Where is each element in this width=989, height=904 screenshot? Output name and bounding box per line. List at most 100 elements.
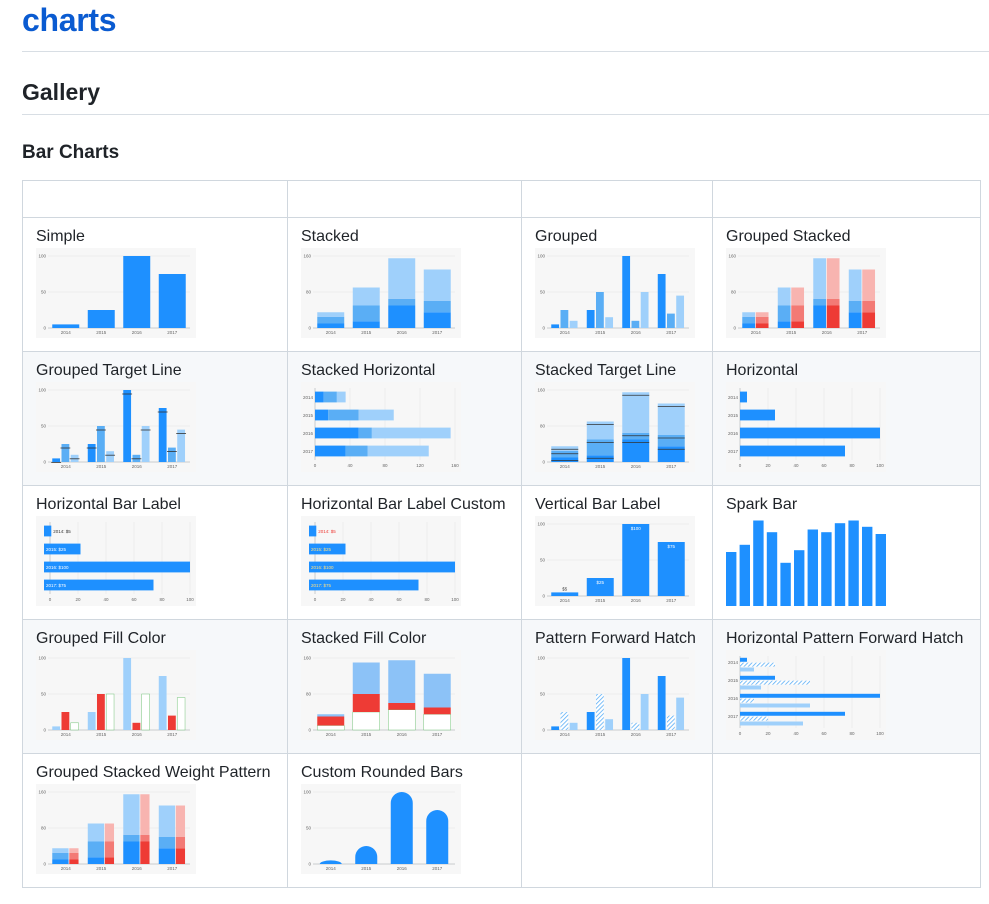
bar-segment	[622, 439, 650, 462]
cell-stacked: Stacked 0 80 160 2014 2015 2016 2017	[287, 217, 522, 352]
year-label: 2016	[728, 696, 739, 701]
year-label: 2014	[61, 330, 72, 335]
rounded-bar	[319, 860, 342, 864]
bar-segment	[158, 837, 176, 849]
chart-background	[36, 516, 196, 606]
year-label: 2016	[631, 464, 642, 469]
bar	[740, 427, 880, 439]
year-label: 2016	[631, 732, 642, 737]
horizontal-pattern-forward-hatch-chart-thumbnail[interactable]: 0 20 40 60 80 100 2014 2015 2016 2017	[726, 650, 886, 740]
site-title[interactable]: charts	[22, 2, 117, 38]
bar-segment	[104, 857, 115, 864]
tick-label: 80	[382, 463, 388, 468]
stacked-horizontal-chart-thumbnail[interactable]: 0 40 80 120 160 2014 2015 2016 2017	[301, 382, 461, 472]
bar-segment	[388, 709, 416, 731]
bar-segment	[657, 446, 685, 462]
bar	[740, 693, 880, 698]
bar	[176, 697, 186, 731]
tick-label: 20	[765, 731, 771, 736]
bar-segment	[551, 446, 579, 451]
spark-bar	[780, 562, 791, 606]
cell-horizontal-pattern-forward-hatch: Horizontal Pattern Forward Hatch 0 20 40 60 8…	[712, 619, 981, 754]
tick-label: 0	[308, 862, 311, 867]
tick-label: 0	[43, 728, 46, 733]
bar-segment	[777, 287, 791, 306]
year-label: 2016	[397, 732, 408, 737]
cell-horizontal: Horizontal 0 20 40 60 80 100 2014 2015 2016 2017	[712, 351, 981, 486]
year-label: 2017	[666, 732, 677, 737]
rounded-bar	[390, 792, 413, 864]
year-label: 2017	[728, 714, 739, 719]
grouped-stacked-weight-pattern-chart-thumbnail[interactable]: 0 80 160 2014 2015 2016 2017	[36, 784, 196, 874]
spark-bar-chart-thumbnail[interactable]	[726, 516, 886, 606]
bar	[167, 447, 176, 462]
tick-label: 50	[540, 558, 546, 563]
bar	[44, 543, 81, 555]
tick-label: 120	[416, 463, 424, 468]
year-label: 2017	[432, 732, 443, 737]
bar	[740, 391, 747, 403]
year-label: 2015	[361, 732, 372, 737]
bar	[666, 313, 675, 328]
bar-segment	[862, 301, 876, 313]
bar-segment	[826, 298, 840, 306]
grouped-target-line-chart-thumbnail[interactable]: 0 50 100 2014 2015 2016 2017	[36, 382, 196, 472]
bar	[740, 711, 845, 716]
tick-label: 40	[793, 731, 799, 736]
custom-rounded-bars-chart-thumbnail[interactable]: 0 50 100 2014 2015 2016 2017	[301, 784, 461, 874]
stacked-fill-color-chart-thumbnail[interactable]: 0 80 160 2014 2015 2016 2017	[301, 650, 461, 740]
stacked-chart-thumbnail[interactable]: 0 80 160 2014 2015 2016 2017	[301, 248, 461, 338]
year-label: 2014	[303, 395, 314, 400]
spark-bar	[726, 552, 737, 606]
year-label: 2017	[432, 330, 443, 335]
grouped-stacked-chart-thumbnail[interactable]: 0 80 160 2014 2015 2016 2017	[726, 248, 886, 338]
year-label: 2016	[822, 330, 833, 335]
bar	[622, 524, 650, 596]
spark-bar	[794, 550, 805, 606]
stacked-target-line-chart-thumbnail[interactable]: 0 80 160 2014 2015 2016 2017	[535, 382, 695, 472]
year-label: 2014	[560, 464, 571, 469]
bar	[740, 667, 754, 672]
bar	[740, 445, 845, 457]
bar-segment	[358, 427, 372, 439]
bar	[740, 698, 754, 703]
horizontal-chart-thumbnail[interactable]: 0 20 40 60 80 100 2014 2015 2016 2017	[726, 382, 886, 472]
year-label: 2015	[361, 866, 372, 871]
year-label: 2014	[326, 330, 337, 335]
bar	[740, 657, 747, 662]
horizontal-bar-label-chart-thumbnail[interactable]: 0 20 40 60 80 100 2014: $5 2015: $25 2016: $100 2…	[36, 516, 196, 606]
bar-segment	[140, 794, 150, 835]
cell-simple: Simple 0 50 100 2014 2015 2016 2017	[22, 217, 288, 352]
year-label: 2014	[560, 598, 571, 603]
bar-label: 2017: $75	[46, 583, 67, 588]
horizontal-bar-label-custom-chart-thumbnail[interactable]: 0 20 40 60 80 100 2014: $5 2015: $25 2016: $100 2…	[301, 516, 461, 606]
year-label: 2014	[728, 395, 739, 400]
year-label: 2017	[432, 866, 443, 871]
bar-label: 2014: $5	[318, 529, 336, 534]
grouped-chart-thumbnail[interactable]: 0 50 100 2014 2015 2016 2017	[535, 248, 695, 338]
grouped-fill-color-chart-thumbnail[interactable]: 0 50 100 2014 2015 2016 2017	[36, 650, 196, 740]
tick-label: 50	[41, 692, 47, 697]
chart-title: Spark Bar	[726, 496, 798, 513]
bar-segment	[388, 703, 416, 710]
pattern-forward-hatch-chart-thumbnail[interactable]: 0 50 100 2014 2015 2016 2017	[535, 650, 695, 740]
simple-chart-thumbnail[interactable]: 0 50 100 2014 2015 2016 2017	[36, 248, 196, 338]
tick-label: 100	[537, 656, 545, 661]
bar	[158, 676, 167, 730]
bar-segment	[315, 427, 359, 439]
header-cell	[712, 180, 981, 218]
bar	[551, 324, 560, 328]
year-label: 2014	[560, 732, 571, 737]
tick-label: 0	[43, 862, 46, 867]
tick-label: 20	[765, 463, 771, 468]
tick-label: 100	[537, 522, 545, 527]
tick-label: 160	[303, 254, 311, 259]
bar	[158, 408, 167, 462]
year-label: 2015	[728, 678, 739, 683]
chart-title: Stacked Horizontal	[301, 362, 436, 379]
bar-segment	[317, 714, 345, 717]
year-label: 2015	[96, 464, 107, 469]
vertical-bar-label-chart-thumbnail[interactable]: 0 50 100 2014 2015 2016 2017 $5 $25 $100 $75	[535, 516, 695, 606]
bar-segment	[791, 287, 805, 306]
bar	[44, 561, 190, 573]
